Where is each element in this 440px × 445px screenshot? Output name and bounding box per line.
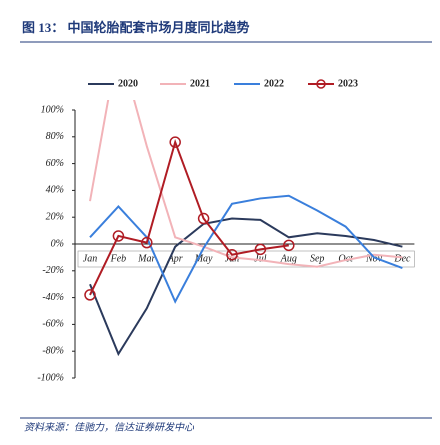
y-tick-label: 40% [46, 185, 64, 196]
x-tick-label: Nov [365, 253, 383, 264]
series-line [89, 194, 403, 304]
y-tick-label: -80% [42, 345, 64, 356]
series-marker [197, 212, 210, 225]
y-tick-label: -40% [42, 292, 64, 303]
legend-label: 2022 [264, 78, 284, 89]
x-tick-label: Jan [83, 253, 97, 264]
series-marker [84, 289, 96, 301]
x-tick-label: Oct [338, 253, 353, 264]
plot-area [84, 100, 403, 357]
x-tick-label: May [194, 253, 213, 264]
legend-label: 2023 [338, 78, 358, 89]
x-tick-label: Apr [167, 253, 183, 264]
y-tick-label: -100% [37, 372, 64, 383]
y-tick-label: 0% [51, 238, 64, 249]
y-tick-label: -60% [42, 319, 64, 330]
y-tick-label: 100% [41, 104, 64, 115]
axes: -100% -80% -60% -40% -20% 0% 20% 40% 60% 80% 100% J… [37, 104, 415, 383]
series-marker [254, 243, 267, 256]
x-tick-label: Jun [225, 253, 239, 264]
y-tick-label: 60% [46, 158, 64, 169]
y-tick-label: 20% [46, 211, 64, 222]
legend-label: 2020 [118, 78, 138, 89]
series-line [89, 217, 403, 357]
chart-title: 图 13： 中国轮胎配套市场月度同比趋势 [22, 20, 250, 35]
series-marker [141, 236, 153, 249]
x-tick-label: Aug [280, 253, 297, 264]
x-tick-label: Jul [254, 253, 266, 264]
category-frame [77, 250, 415, 268]
y-tick-label: 80% [46, 131, 64, 142]
legend-marker [316, 79, 326, 89]
source: 资料来源：佳驰力，信达证券研发中心 [24, 421, 195, 433]
series-marker [226, 248, 238, 261]
series-marker [112, 230, 125, 242]
legend-label: 2021 [190, 78, 210, 89]
x-tick-label: Feb [110, 253, 127, 264]
y-tick-label: -20% [42, 265, 64, 276]
series-marker [169, 136, 181, 148]
series-marker [283, 239, 295, 252]
x-tick-label: Mar [137, 253, 155, 264]
x-tick-label: Dec [393, 253, 411, 264]
series-line [89, 138, 289, 296]
x-tick-label: Sep [310, 253, 324, 264]
series-line [89, 100, 403, 268]
